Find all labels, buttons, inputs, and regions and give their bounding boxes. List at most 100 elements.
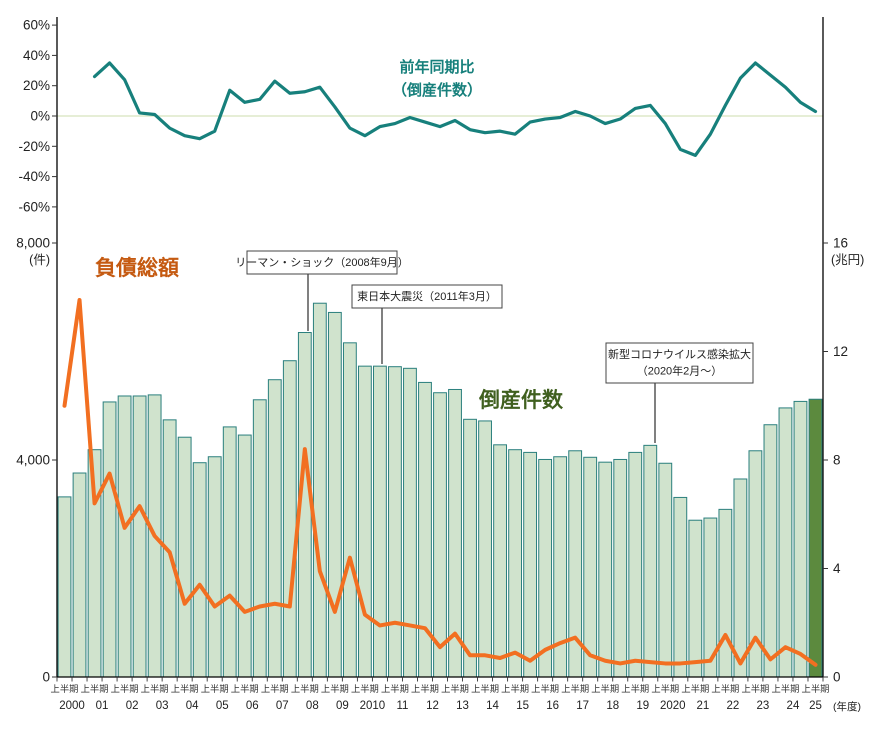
year-label: 2000 (59, 700, 85, 712)
annotation-text: （2020年2月～） (637, 364, 723, 378)
year-label: 17 (576, 700, 589, 712)
bar (628, 451, 643, 678)
half-period-label: 上半期 (141, 683, 169, 694)
trillion-tick-label: 0 (833, 670, 841, 685)
year-label: 18 (606, 700, 619, 712)
bar (327, 311, 342, 678)
year-label: 03 (156, 700, 169, 712)
year-label: 16 (546, 700, 559, 712)
year-label: 12 (426, 700, 439, 712)
bar (237, 434, 252, 678)
count-axis-unit: (件) (29, 253, 50, 267)
bar (282, 360, 297, 678)
bar (598, 461, 613, 678)
half-period-label: 上半期 (441, 683, 469, 694)
bar (508, 449, 523, 678)
count-tick-label: 0 (42, 670, 50, 685)
half-period-label: 上半期 (681, 683, 709, 694)
count-tick-label: 8,000 (16, 236, 50, 251)
yoy-line (92, 61, 818, 157)
half-period-label: 上半期 (261, 683, 289, 694)
annotation-box (351, 284, 503, 309)
bar (373, 365, 387, 678)
bar-latest-period (808, 398, 823, 678)
bar (523, 451, 538, 678)
year-label: 15 (516, 700, 529, 712)
x-axis-unit: (年度) (833, 700, 861, 713)
bar (177, 436, 192, 678)
half-period-label: 上半期 (51, 683, 79, 694)
year-label: 08 (306, 700, 319, 712)
half-period-label: 上半期 (621, 683, 649, 694)
year-label: 19 (636, 700, 649, 712)
bar (493, 444, 507, 678)
bar (763, 424, 778, 678)
half-period-label: 上半期 (231, 683, 259, 694)
bar (478, 420, 492, 678)
half-period-label: 上半期 (802, 683, 830, 694)
bar (192, 462, 207, 678)
year-label: 21 (696, 700, 709, 712)
bar (688, 519, 703, 678)
half-period-label: 上半期 (111, 683, 139, 694)
bar (463, 418, 477, 678)
yoy-series-label-line2: （倒産件数） (392, 81, 482, 99)
year-label: 24 (787, 700, 800, 712)
year-label: 25 (809, 700, 822, 712)
bar (117, 395, 132, 678)
trillion-tick-label: 8 (833, 453, 841, 468)
year-label: 07 (276, 700, 289, 712)
bar (433, 392, 447, 678)
percent-tick-label: -20% (18, 139, 50, 154)
percent-tick-label: 60% (23, 18, 50, 33)
trillion-tick-label: 4 (833, 561, 841, 576)
trillion-axis-unit: (兆円) (831, 253, 864, 267)
bar (673, 496, 688, 678)
bar (342, 342, 357, 678)
year-label: 23 (757, 700, 770, 712)
bar (267, 379, 282, 678)
bar (357, 365, 372, 678)
bar (207, 456, 222, 678)
year-label: 06 (246, 700, 259, 712)
bar (132, 395, 147, 678)
year-label: 01 (96, 700, 109, 712)
bar (658, 462, 673, 678)
bar (778, 407, 793, 678)
year-label: 11 (396, 700, 408, 712)
bar (252, 399, 267, 678)
year-label: 22 (726, 700, 739, 712)
half-period-label: 上半期 (561, 683, 589, 694)
year-label: 2020 (660, 700, 686, 712)
percent-tick-label: 40% (23, 48, 50, 63)
percent-tick-label: 0% (30, 109, 50, 124)
half-period-label: 上半期 (711, 683, 739, 694)
percent-tick-label: 20% (23, 78, 50, 93)
half-period-label: 上半期 (771, 683, 799, 694)
yoy-series-label-line1: 前年同期比 (399, 58, 474, 76)
half-period-label: 上半期 (501, 683, 529, 694)
bar (733, 478, 748, 678)
bar (583, 456, 598, 678)
half-period-label: 上半期 (531, 683, 559, 694)
year-label: 02 (126, 700, 139, 712)
percent-tick-label: -40% (18, 169, 50, 184)
trillion-tick-label: 12 (833, 344, 848, 359)
liabilities-line (62, 297, 818, 667)
annotation-text: 新型コロナウイルス感染拡大 (608, 347, 751, 361)
half-period-label: 上半期 (291, 683, 319, 694)
half-period-label: 上半期 (591, 683, 619, 694)
percent-tick-label: -60% (18, 199, 50, 214)
bar (222, 426, 237, 678)
half-period-label: 上半期 (81, 683, 109, 694)
year-label: 05 (216, 700, 229, 712)
bar (312, 302, 327, 678)
year-label: 09 (336, 700, 349, 712)
half-period-label: 上半期 (171, 683, 199, 694)
liabilities-series-label: 負債総額 (95, 256, 179, 280)
half-period-label: 上半期 (651, 683, 679, 694)
bar (403, 367, 417, 678)
year-label: 2010 (360, 700, 386, 712)
